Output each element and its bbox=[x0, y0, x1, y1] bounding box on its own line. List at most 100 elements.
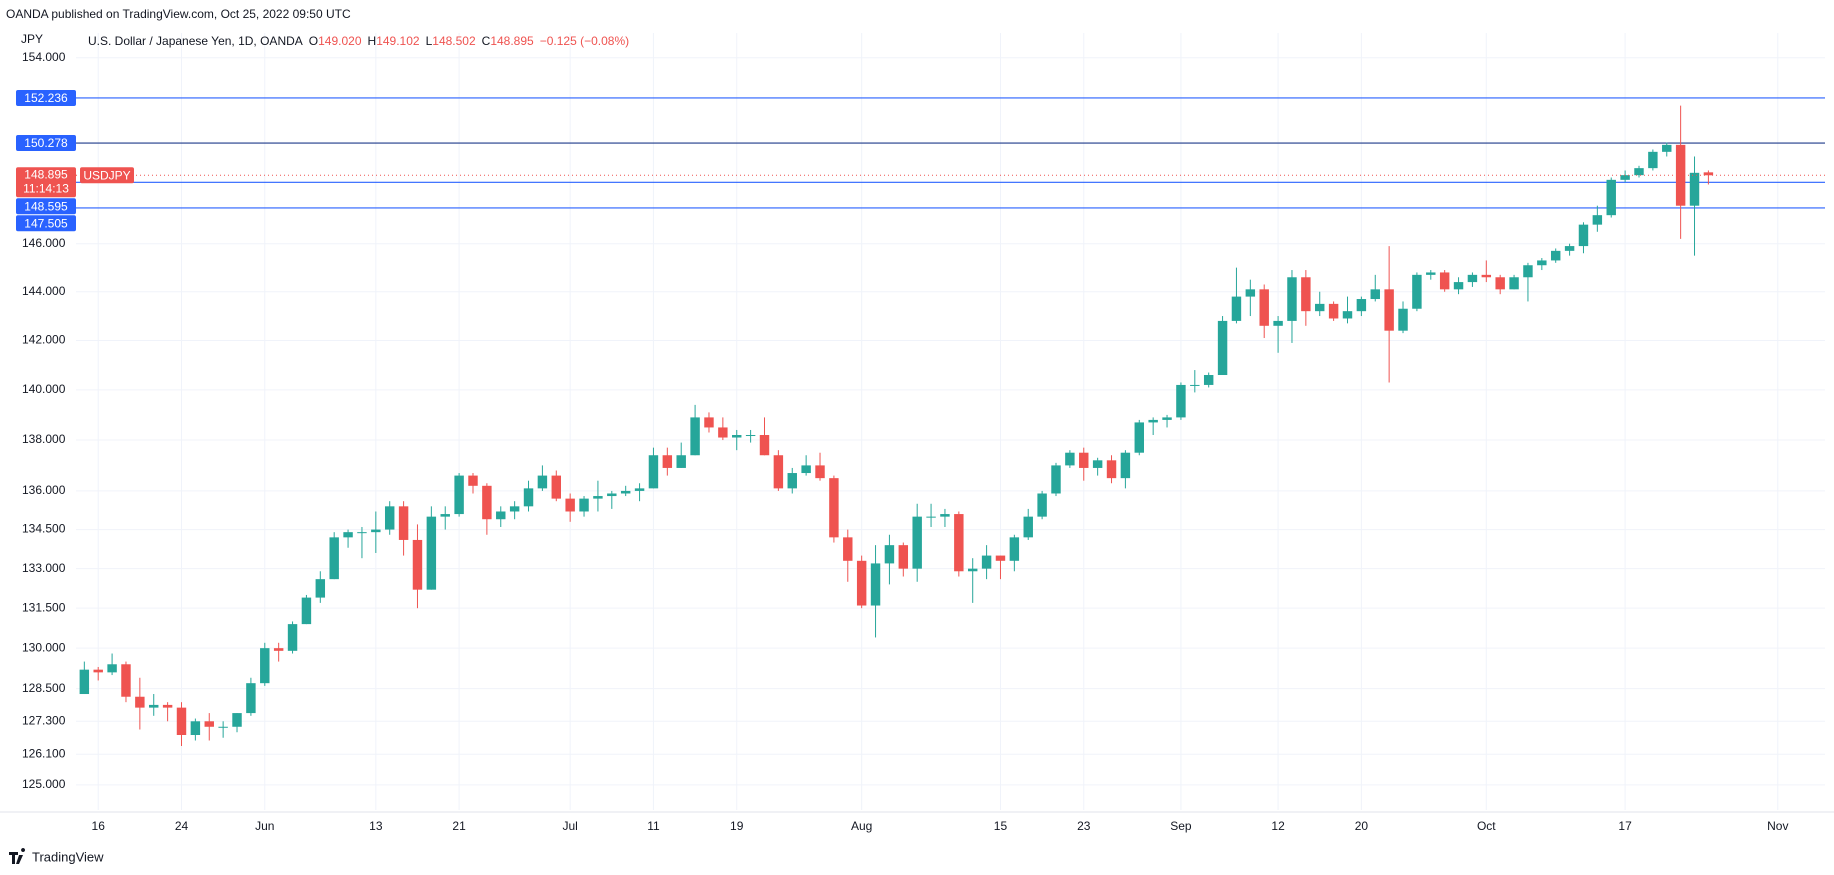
logo-mark bbox=[9, 848, 26, 864]
candle-body bbox=[1106, 460, 1117, 479]
candle-body bbox=[93, 669, 103, 673]
countdown-label: 11:14:13 bbox=[23, 181, 69, 195]
candle-body bbox=[1453, 282, 1464, 290]
candle-body bbox=[162, 704, 173, 708]
candle-body bbox=[1023, 516, 1033, 538]
candle-body bbox=[1301, 277, 1311, 312]
candle-body bbox=[1356, 299, 1367, 312]
y-tick-label: 140.000 bbox=[22, 382, 66, 396]
y-tick-label: 131.500 bbox=[22, 600, 66, 614]
candle-body bbox=[1648, 151, 1658, 169]
candle-body bbox=[620, 490, 631, 494]
candle-body bbox=[412, 539, 423, 590]
x-tick-label: 19 bbox=[730, 819, 744, 833]
candle-body bbox=[815, 465, 825, 479]
candle-body bbox=[926, 516, 936, 518]
candle-body bbox=[496, 511, 506, 520]
candle-body bbox=[482, 485, 492, 520]
footer-logo: TradingView bbox=[9, 848, 104, 864]
candle-body bbox=[704, 417, 714, 428]
candle-body bbox=[1079, 452, 1089, 468]
candle-body bbox=[1217, 320, 1228, 376]
x-tick-label: 13 bbox=[369, 819, 383, 833]
candle-body bbox=[190, 721, 201, 736]
candle-body bbox=[1245, 289, 1256, 297]
candle-body bbox=[1426, 272, 1436, 275]
candle-body bbox=[343, 532, 353, 538]
candle-body bbox=[315, 579, 326, 598]
candle-body bbox=[648, 455, 659, 489]
candle-body bbox=[856, 560, 867, 606]
candle-body bbox=[1259, 289, 1269, 326]
candle-body bbox=[509, 506, 520, 512]
x-tick-label: 24 bbox=[175, 819, 189, 833]
candle-body bbox=[773, 455, 784, 489]
candle-body bbox=[1606, 179, 1616, 216]
candle-body bbox=[468, 475, 478, 486]
candle-body bbox=[301, 597, 312, 625]
legend-value: 148.895 bbox=[490, 34, 534, 48]
legend-prefix: C bbox=[482, 34, 491, 48]
candle-body bbox=[593, 496, 603, 499]
x-tick-label: 15 bbox=[994, 819, 1008, 833]
x-tick-label: 21 bbox=[452, 819, 466, 833]
last-price-label-bg bbox=[16, 167, 76, 198]
candle-body bbox=[801, 465, 811, 474]
candle-body bbox=[870, 563, 881, 606]
y-tick-label: 154.000 bbox=[22, 50, 66, 64]
level-label: 150.278 bbox=[24, 136, 68, 150]
candle-body bbox=[1592, 215, 1603, 225]
candle-body bbox=[912, 516, 922, 569]
y-tick-label: 125.000 bbox=[22, 777, 66, 791]
y-tick-label: 134.500 bbox=[22, 522, 66, 536]
footer-brand: TradingView bbox=[32, 849, 104, 864]
candle-body bbox=[135, 696, 145, 708]
candle-body bbox=[1398, 308, 1408, 331]
candle-body bbox=[551, 475, 562, 499]
candle-body bbox=[1509, 277, 1519, 290]
candle-body bbox=[107, 664, 117, 673]
candle-body bbox=[1703, 172, 1714, 176]
y-tick-label: 130.000 bbox=[22, 640, 66, 654]
y-tick-label: 136.000 bbox=[22, 483, 66, 497]
candle-body bbox=[662, 455, 673, 468]
level-label-bg bbox=[16, 135, 76, 152]
y-tick-label: 128.500 bbox=[22, 681, 66, 695]
candle-body bbox=[940, 514, 950, 517]
legend-value: 149.102 bbox=[376, 34, 420, 48]
candle-body bbox=[1662, 144, 1672, 152]
y-tick-label: 126.100 bbox=[22, 746, 66, 760]
candle-body bbox=[273, 648, 284, 651]
level-label-bg bbox=[16, 198, 76, 215]
candle-body bbox=[287, 624, 298, 651]
level-label: 148.595 bbox=[24, 199, 68, 213]
candle-body bbox=[371, 529, 381, 533]
level-label: 147.505 bbox=[24, 216, 68, 230]
candle-body bbox=[1550, 250, 1561, 261]
candle-body bbox=[745, 435, 756, 437]
candle-body bbox=[1634, 168, 1644, 176]
candle-body bbox=[232, 713, 242, 727]
legend-change: −0.125 (−0.08%) bbox=[540, 34, 629, 48]
candle-body bbox=[676, 455, 686, 468]
candle-body bbox=[967, 568, 978, 572]
candle-body bbox=[565, 498, 575, 512]
candle-body bbox=[454, 475, 464, 515]
candle-body bbox=[1162, 417, 1172, 420]
candle-body bbox=[537, 475, 548, 489]
candle-body bbox=[1328, 303, 1339, 319]
x-tick-label: 23 bbox=[1077, 819, 1091, 833]
y-tick-label: 142.000 bbox=[22, 333, 66, 347]
y-tick-label: 133.000 bbox=[22, 561, 66, 575]
candle-body bbox=[440, 514, 450, 517]
x-tick-label: 20 bbox=[1355, 819, 1369, 833]
candle-body bbox=[954, 514, 964, 572]
candle-body bbox=[357, 532, 367, 534]
legend: U.S. Dollar / Japanese Yen, 1D, OANDA O14… bbox=[88, 34, 629, 48]
candle-body bbox=[246, 683, 256, 714]
x-tick-label: Jun bbox=[255, 819, 274, 833]
candle-body bbox=[384, 506, 395, 530]
candle-body bbox=[1523, 265, 1533, 278]
